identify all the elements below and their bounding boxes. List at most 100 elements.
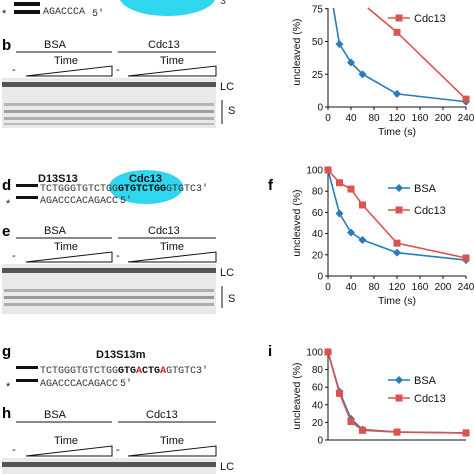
data-point-square	[393, 428, 401, 436]
bottom-strand: AGACCCA	[43, 7, 85, 18]
data-point-square	[324, 348, 332, 356]
time-label: Time	[54, 241, 78, 253]
x-tick-label: 120	[389, 113, 406, 124]
s-bands	[4, 289, 214, 306]
series-line-diamond	[332, 7, 467, 103]
y-tick-label: 75	[312, 4, 324, 15]
time-wedge	[127, 65, 217, 77]
series-line-square	[327, 351, 467, 434]
radiolabel-star: *	[6, 381, 11, 393]
top-strand: TCTGGGTGTCTGGGTGACTGAGTGTC	[40, 366, 196, 377]
gel-header-cdc13: Cdc13	[148, 39, 180, 51]
lc-label: LC	[220, 461, 234, 473]
minus-lane: -	[12, 64, 16, 76]
strand-bar	[14, 2, 40, 6]
y-tick-label: 80	[312, 187, 324, 198]
y-tick-label: 80	[312, 365, 324, 376]
lc-band	[2, 268, 216, 273]
time-wedge	[127, 251, 217, 263]
data-point-diamond	[347, 58, 355, 67]
data-point-diamond	[358, 70, 367, 79]
y-tick-label: 100	[306, 166, 323, 177]
y-tick-label: 40	[312, 229, 324, 240]
data-point-diamond	[335, 209, 344, 218]
cdc13-protein-blob	[120, 0, 215, 17]
strand-bar	[14, 10, 40, 14]
data-point-square	[347, 185, 355, 193]
three-prime-label: 3'	[196, 365, 208, 377]
data-point-diamond	[347, 228, 355, 237]
y-axis-label: uncleaved (%)	[291, 189, 303, 256]
x-tick-label: 120	[389, 282, 406, 293]
gel-header-cdc13: Cdc13	[148, 225, 180, 237]
panel-b-gel: b BSA Cdc13 Time Time - - LC S	[2, 37, 235, 128]
y-tick-label: 20	[312, 418, 324, 429]
data-point-square	[462, 429, 470, 437]
x-tick-label: 240	[458, 282, 474, 293]
time-wedge	[25, 65, 113, 77]
data-point-diamond	[393, 89, 401, 98]
minus-lane: -	[116, 64, 120, 76]
protein-label: Cdc13	[129, 173, 162, 185]
data-point-square	[336, 389, 343, 397]
lc-band	[2, 82, 216, 87]
data-point-diamond	[393, 248, 401, 257]
time-label: Time	[160, 435, 184, 447]
gel-header-bsa: BSA	[44, 225, 67, 237]
time-wedge	[25, 251, 113, 263]
lc-band	[2, 462, 216, 467]
panel-a-remnant: * AGACCCA 5' 3'	[2, 0, 232, 20]
legend-label: BSA	[414, 375, 437, 387]
bottom-strand: AGACCCACAGACC	[40, 379, 118, 390]
panel-label-e: e	[2, 223, 10, 240]
uncleaved-chart-c: 0 25 50 75 0 40 80 120 160 200 240 uncleaved (%) Tim…	[291, 4, 474, 138]
minus-lane: -	[12, 444, 16, 456]
radiolabel-star: *	[2, 8, 7, 20]
x-tick-label: 160	[412, 282, 429, 293]
time-wedge	[25, 445, 113, 457]
legend-label: Cdc13	[414, 13, 446, 25]
s-bands	[4, 103, 214, 125]
lc-label: LC	[220, 267, 234, 279]
y-tick-label: 40	[312, 400, 324, 411]
series-line-diamond	[327, 169, 467, 261]
gel-header-bsa: BSA	[44, 39, 67, 51]
cdc13-protein-blob	[109, 170, 183, 204]
legend-marker-square	[395, 394, 403, 402]
strand-bar	[16, 196, 38, 199]
bottom-strand: AGACCCACAGACC	[40, 196, 118, 207]
data-point-square	[359, 426, 366, 434]
three-prime-label: 3'	[196, 183, 208, 195]
data-point-square	[347, 418, 355, 426]
strand-bar	[16, 379, 38, 382]
s-label: S	[228, 293, 235, 305]
y-tick-label: 0	[317, 272, 323, 283]
legend-label: Cdc13	[414, 205, 446, 217]
x-tick-label: 80	[368, 113, 380, 124]
five-prime-label: 5'	[120, 195, 132, 207]
minus-lane: -	[12, 250, 16, 262]
y-tick-label: 60	[312, 208, 324, 219]
uncleaved-chart-f: 0 20 40 60 80 100 0 40 80 120 160 200 240 uncleaved (…	[291, 166, 474, 308]
data-point-square	[462, 95, 470, 103]
y-axis-label: uncleaved (%)	[291, 18, 303, 85]
y-tick-label: 50	[312, 37, 324, 48]
panel-label-h: h	[2, 405, 11, 422]
y-tick-label: 25	[312, 70, 324, 81]
legend-label: Cdc13	[414, 393, 446, 405]
data-point-square	[336, 179, 343, 187]
y-tick-label: 0	[317, 436, 323, 447]
minus-lane: -	[116, 444, 120, 456]
x-axis-label: Time (s)	[378, 126, 416, 138]
radiolabel-star: *	[6, 198, 11, 210]
data-point-diamond	[358, 235, 367, 244]
legend-label: BSA	[414, 183, 437, 195]
legend-marker-diamond	[395, 184, 403, 192]
s-label: S	[228, 105, 235, 117]
y-axis-label: uncleaved (%)	[291, 362, 303, 429]
minus-lane: -	[116, 250, 120, 262]
y-tick-label: 100	[306, 348, 323, 359]
data-point-square	[359, 201, 366, 209]
